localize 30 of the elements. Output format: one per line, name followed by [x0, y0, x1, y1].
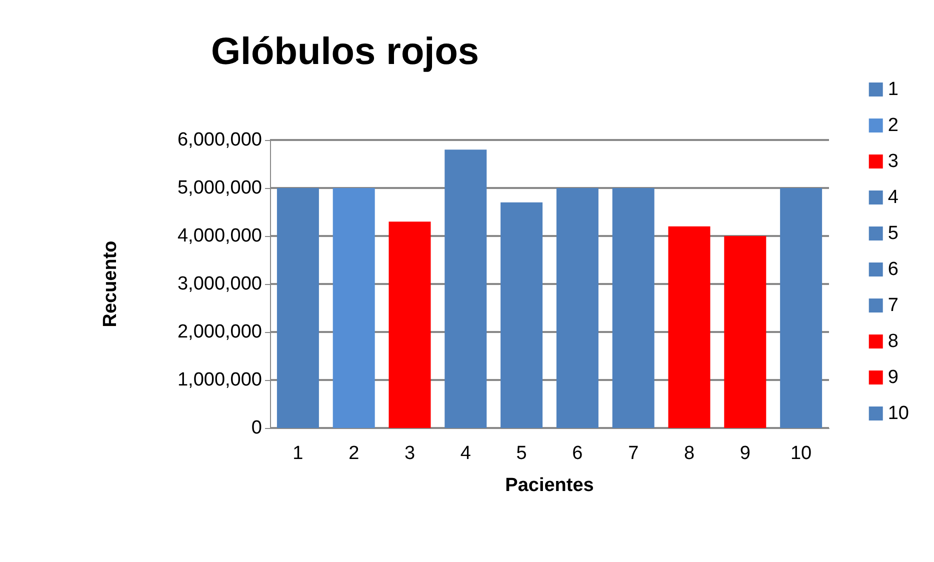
y-tick-label: 3,000,000 [177, 274, 262, 294]
y-tick-label: 2,000,000 [177, 322, 262, 342]
y-tick-label: 4,000,000 [177, 226, 262, 246]
y-axis-title: Recuento [100, 240, 121, 328]
x-tick-label: 4 [460, 443, 472, 464]
x-tick-label: 1 [292, 443, 304, 464]
legend-label: 8 [888, 331, 898, 352]
y-tick-label: 0 [251, 418, 262, 438]
legend-label: 5 [888, 223, 898, 244]
legend-label: 2 [888, 115, 898, 136]
x-tick-label: 9 [740, 443, 750, 464]
legend-label: 9 [888, 367, 898, 388]
x-tick-label: 6 [572, 443, 583, 464]
legend-label: 6 [888, 259, 898, 280]
legend-label: 10 [888, 403, 910, 424]
x-tick-label: 7 [628, 443, 639, 464]
legend-label: 7 [888, 295, 898, 316]
legend-label: 3 [888, 151, 898, 172]
x-tick-label: 5 [516, 443, 527, 464]
legend-label: 4 [888, 187, 899, 208]
x-tick-label: 2 [348, 443, 360, 464]
y-tick-label: 6,000,000 [177, 130, 262, 150]
y-tick-label: 1,000,000 [177, 370, 262, 390]
legend-label: 1 [888, 79, 898, 100]
x-tick-label: 8 [684, 443, 695, 464]
chart-title: Glóbulos rojos [210, 31, 480, 73]
y-tick-label: 5,000,000 [177, 178, 262, 198]
x-tick-label: 3 [404, 443, 416, 464]
x-axis-title: Pacientes [505, 475, 594, 496]
x-tick-label: 10 [790, 443, 812, 464]
